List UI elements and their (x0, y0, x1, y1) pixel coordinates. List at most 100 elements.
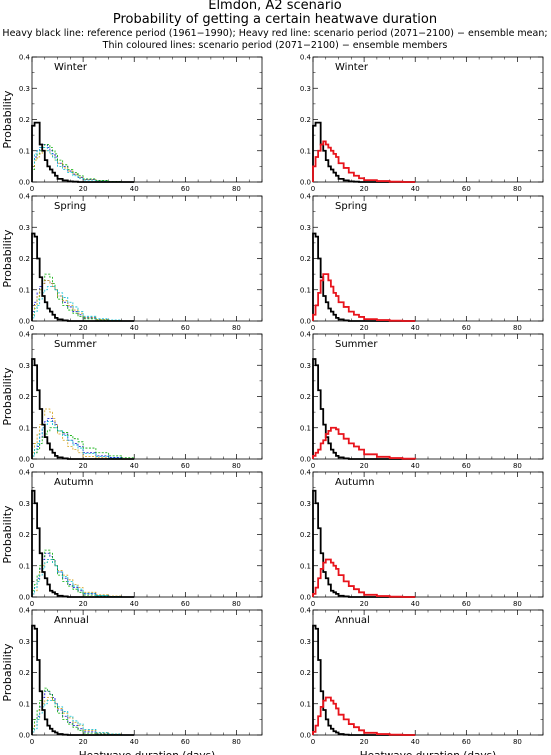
reference-line (312, 358, 416, 460)
panel-annual-left: 0 20 40 60 80 0.0 0.1 0.2 0.3 0.4 Annual Probabilit… (1, 607, 263, 755)
x-tick-label: 80 (513, 324, 522, 332)
y-tick-label: 0.1 (19, 147, 30, 155)
x-tick-label: 0 (311, 185, 315, 193)
x-tick-label: 0 (30, 600, 34, 608)
member-line (31, 408, 135, 460)
x-tick-label: 80 (232, 185, 241, 193)
reference-line (312, 489, 416, 598)
panel-winter-left: 0 20 40 60 80 0.0 0.1 0.2 0.3 0.4 Winter Probabilit… (1, 54, 263, 193)
x-tick-label: 60 (181, 738, 190, 746)
x-tick-label: 40 (130, 600, 139, 608)
x-tick-label: 80 (513, 600, 522, 608)
season-label: Autumn (335, 477, 375, 488)
x-tick-label: 80 (232, 324, 241, 332)
season-label: Spring (54, 201, 86, 212)
x-tick-label: 60 (181, 185, 190, 193)
figure-subtitle-line2: Thin coloured lines: scenario period (20… (102, 40, 448, 51)
y-tick-label: 0.3 (300, 85, 311, 93)
y-tick-label: 0.0 (19, 318, 30, 326)
season-label: Annual (54, 615, 89, 626)
y-tick-label: 0.0 (300, 179, 311, 187)
x-tick-label: 80 (232, 738, 241, 746)
x-tick-label: 40 (411, 324, 420, 332)
y-tick-label: 0.1 (19, 286, 30, 294)
y-tick-label: 0.2 (300, 393, 311, 401)
x-tick-label: 60 (181, 462, 190, 470)
y-tick-label: 0.2 (19, 393, 30, 401)
y-tick-label: 0.1 (300, 424, 311, 432)
panel-spring-left: 0 20 40 60 80 0.0 0.1 0.2 0.3 0.4 Spring Probabilit… (1, 193, 263, 332)
y-tick-label: 0.2 (19, 669, 30, 677)
y-tick-label: 0.0 (19, 594, 30, 602)
season-label: Annual (335, 615, 370, 626)
figure-subtitle-line1: Heavy black line: reference period (1961… (2, 28, 547, 39)
x-tick-label: 0 (311, 600, 315, 608)
plot-frame (312, 609, 544, 736)
x-tick-label: 0 (311, 738, 315, 746)
x-tick-label: 20 (79, 185, 88, 193)
season-label: Summer (54, 339, 97, 350)
y-tick-label: 0.4 (19, 193, 31, 201)
y-tick-label: 0.1 (300, 700, 311, 708)
member-line (31, 147, 135, 183)
y-axis-title: Probability (1, 367, 14, 426)
x-tick-label: 80 (513, 738, 522, 746)
panel-autumn-left: 0 20 40 60 80 0.0 0.1 0.2 0.3 0.4 Autumn Probabilit… (1, 469, 263, 608)
y-tick-label: 0.1 (300, 147, 311, 155)
panel-autumn-right: 0 20 40 60 80 0.0 0.1 0.2 0.3 0.4 Autumn (300, 469, 544, 608)
x-tick-label: 60 (181, 324, 190, 332)
panel-grid: 0 20 40 60 80 0.0 0.1 0.2 0.3 0.4 Winter Probabilit… (1, 54, 544, 755)
plot-frame (312, 195, 544, 322)
y-tick-label: 0.4 (300, 607, 312, 615)
plot-frame (312, 56, 544, 183)
y-tick-label: 0.4 (19, 54, 31, 62)
figure-title-line2: Probability of getting a certain heatwav… (113, 12, 437, 27)
y-tick-label: 0.3 (300, 638, 311, 646)
panel-summer-right: 0 20 40 60 80 0.0 0.1 0.2 0.3 0.4 Summer (300, 331, 544, 470)
y-tick-label: 0.1 (19, 424, 30, 432)
x-tick-label: 20 (79, 738, 88, 746)
y-tick-label: 0.2 (300, 255, 311, 263)
x-tick-label: 40 (411, 462, 420, 470)
x-tick-label: 80 (232, 600, 241, 608)
plot-frame (312, 471, 544, 598)
ensemble-mean-line (312, 273, 416, 322)
y-tick-label: 0.3 (19, 85, 30, 93)
y-tick-label: 0.2 (19, 531, 30, 539)
y-tick-label: 0.1 (19, 700, 30, 708)
ensemble-mean-line (312, 140, 416, 183)
x-tick-label: 80 (513, 462, 522, 470)
y-tick-label: 0.3 (300, 362, 311, 370)
y-tick-label: 0.2 (300, 669, 311, 677)
x-tick-label: 0 (311, 462, 315, 470)
y-tick-label: 0.3 (19, 362, 30, 370)
reference-line (31, 232, 135, 322)
y-tick-label: 0.2 (300, 531, 311, 539)
panel-spring-right: 0 20 40 60 80 0.0 0.1 0.2 0.3 0.4 Spring (300, 193, 544, 332)
x-tick-label: 60 (462, 462, 471, 470)
y-tick-label: 0.4 (300, 54, 312, 62)
plot-frame (31, 56, 263, 183)
y-tick-label: 0.0 (300, 732, 311, 740)
member-line (31, 559, 135, 598)
plot-frame (31, 195, 263, 322)
x-tick-label: 40 (130, 324, 139, 332)
y-tick-label: 0.2 (19, 116, 30, 124)
member-line (31, 144, 135, 183)
member-line (31, 286, 135, 322)
y-tick-label: 0.4 (19, 331, 31, 339)
reference-line (312, 624, 416, 736)
y-tick-label: 0.0 (300, 318, 311, 326)
y-axis-title: Probability (1, 505, 14, 564)
member-line (31, 687, 135, 736)
x-tick-label: 80 (232, 462, 241, 470)
y-tick-label: 0.4 (300, 331, 312, 339)
y-tick-label: 0.4 (300, 469, 312, 477)
x-tick-label: 20 (360, 600, 369, 608)
panel-summer-left: 0 20 40 60 80 0.0 0.1 0.2 0.3 0.4 Summer Probabilit… (1, 331, 263, 470)
y-tick-label: 0.0 (300, 456, 311, 464)
y-axis-title: Probability (1, 643, 14, 702)
reference-line (31, 624, 135, 736)
reference-line (31, 121, 135, 183)
